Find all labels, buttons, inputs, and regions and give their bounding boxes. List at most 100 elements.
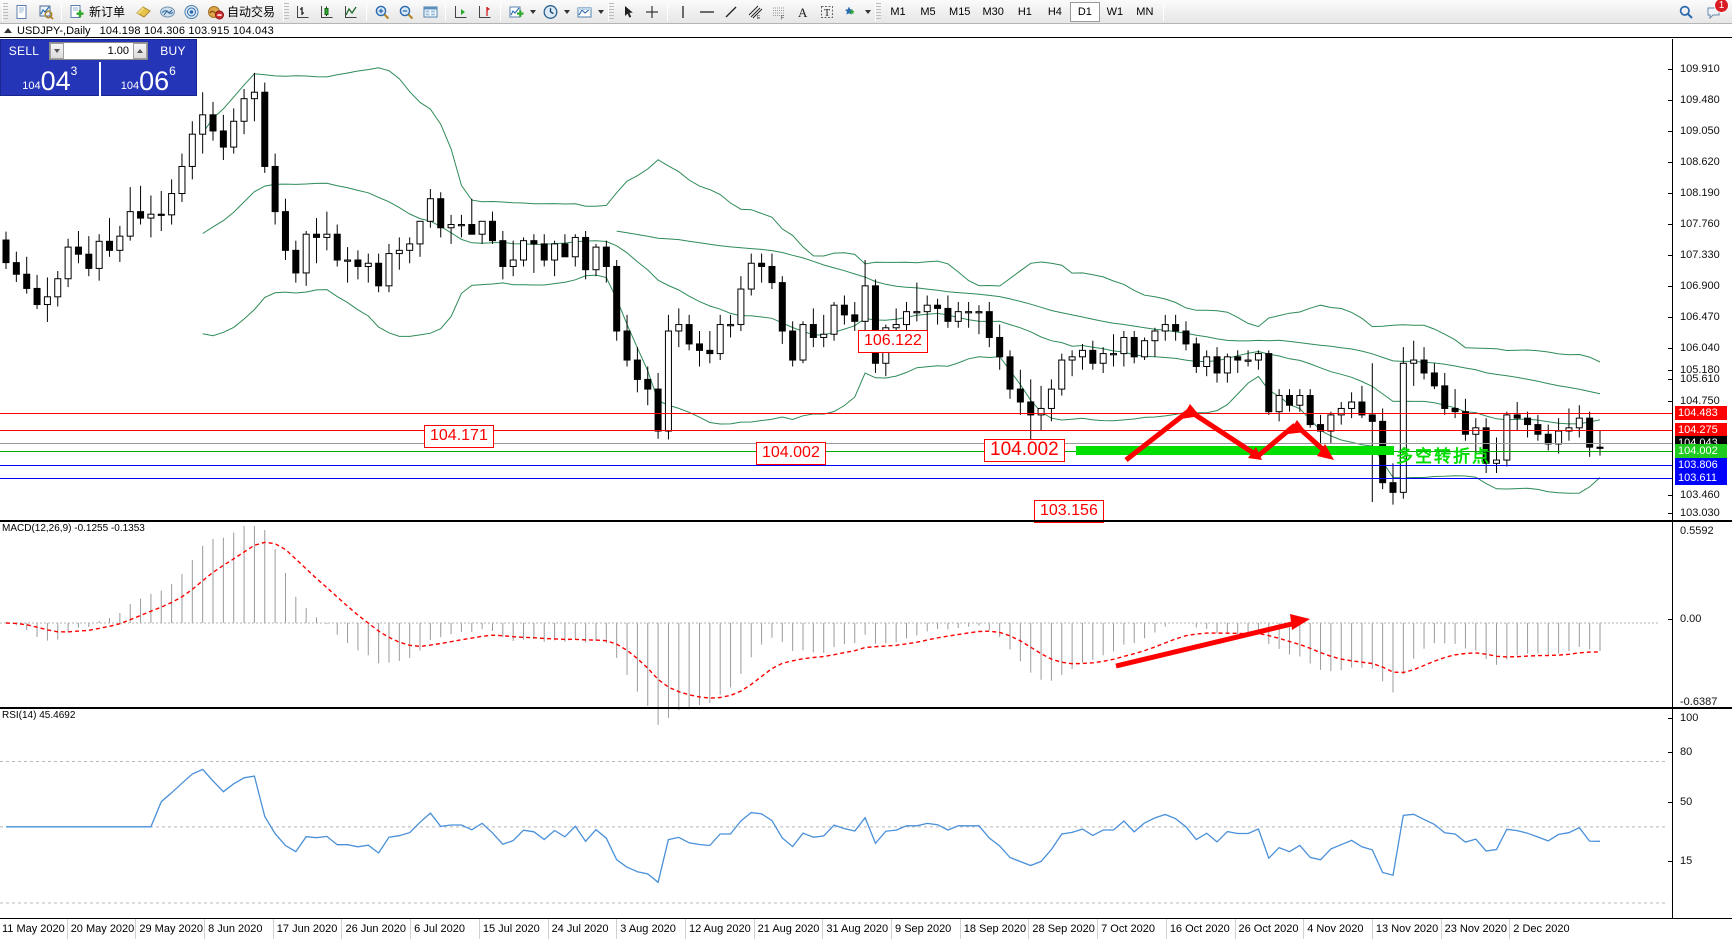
- price-badge-104483: 104.483: [1675, 406, 1727, 420]
- alerts-icon[interactable]: 1: [1702, 0, 1729, 23]
- volume-increase-button[interactable]: [133, 43, 147, 59]
- time-axis-label: 23 Nov 2020: [1444, 923, 1507, 935]
- bar-chart-icon[interactable]: [291, 1, 315, 23]
- timeframe-d1[interactable]: D1: [1069, 1, 1100, 22]
- macd-label: MACD(12,26,9) -0.1255 -0.1353: [2, 523, 145, 534]
- shapes-chevron-down-icon[interactable]: [863, 1, 873, 23]
- zoom-out-icon[interactable]: [394, 1, 418, 23]
- time-axis-label: 13 Nov 2020: [1375, 923, 1439, 935]
- timeframe-h1[interactable]: H1: [1017, 5, 1032, 18]
- time-tick: [1028, 919, 1030, 939]
- trendline-icon[interactable]: [719, 1, 743, 23]
- timeframe-w1[interactable]: W1: [1106, 5, 1124, 18]
- rsi-axis-label: 15: [1680, 855, 1693, 867]
- chart-container[interactable]: 多空转折点 106.122 104.171 104.002 104.002 10…: [0, 39, 1732, 939]
- rsi-pane[interactable]: [0, 713, 1672, 918]
- templates-chevron-down-icon[interactable]: [596, 1, 606, 23]
- support-level-103611[interactable]: [0, 478, 1672, 479]
- terminal-icon[interactable]: [155, 1, 179, 23]
- price-annotation-106122[interactable]: 106.122: [858, 330, 928, 353]
- horizontal-line-icon[interactable]: [695, 1, 719, 23]
- toolbar-grip[interactable]: [2, 2, 8, 21]
- volume-value[interactable]: 1.00: [107, 45, 129, 57]
- indicators-icon[interactable]: [504, 1, 528, 23]
- price-axis-label: 104.750: [1680, 395, 1720, 407]
- collapse-triangle-icon[interactable]: [4, 28, 12, 33]
- chart-shift-icon[interactable]: [449, 1, 473, 23]
- period-icon[interactable]: [538, 1, 562, 23]
- support-level-104002[interactable]: [0, 451, 1672, 452]
- line-chart-icon[interactable]: [339, 1, 363, 23]
- zoom-in-icon[interactable]: [370, 1, 394, 23]
- toolbar-separator-2: [366, 2, 368, 21]
- one-click-trading-panel[interactable]: SELL 1.00 BUY 104 04 3 104 06 6: [0, 39, 197, 96]
- cursor-icon[interactable]: [616, 1, 640, 23]
- price-annotation-104171[interactable]: 104.171: [424, 425, 494, 448]
- support-level-103806[interactable]: [0, 465, 1672, 466]
- vertical-line-icon[interactable]: [671, 1, 695, 23]
- price-annotation-104002-a[interactable]: 104.002: [756, 442, 826, 465]
- volume-stepper[interactable]: 1.00: [49, 42, 148, 60]
- toolbar-separator-3: [445, 2, 447, 21]
- price-tick: [1668, 286, 1672, 287]
- search-icon[interactable]: [1674, 1, 1698, 23]
- timeframe-m5[interactable]: M5: [920, 5, 936, 18]
- toolbar-grip-2[interactable]: [283, 2, 290, 21]
- autotrading-label[interactable]: 自动交易: [227, 5, 276, 19]
- fibonacci-icon[interactable]: F: [767, 1, 791, 23]
- sell-label[interactable]: SELL: [8, 44, 40, 58]
- timeframe-mn[interactable]: MN: [1136, 5, 1154, 18]
- new-order-icon[interactable]: [65, 1, 89, 23]
- volume-decrease-button[interactable]: [50, 43, 64, 59]
- price-axis-label: 108.190: [1680, 187, 1720, 199]
- equidistant-channel-icon[interactable]: E: [743, 1, 767, 23]
- buy-label[interactable]: BUY: [160, 44, 186, 58]
- new-order-label[interactable]: 新订单: [89, 5, 126, 19]
- period-chevron-down-icon[interactable]: [562, 1, 572, 23]
- toolbar-grip-4[interactable]: [875, 2, 882, 21]
- timeframe-m15[interactable]: M15: [949, 5, 971, 18]
- price-pane[interactable]: [0, 39, 1672, 518]
- resistance-level-104275[interactable]: [0, 430, 1672, 431]
- auto-scroll-icon[interactable]: [473, 1, 497, 23]
- autotrading-icon[interactable]: [203, 1, 227, 23]
- sell-price-main: 04: [40, 66, 71, 96]
- time-axis-label: 31 Aug 2020: [826, 923, 889, 935]
- timeframe-m1[interactable]: M1: [890, 5, 906, 18]
- price-axis-label: 108.620: [1680, 156, 1720, 168]
- price-axis-label: 106.040: [1680, 342, 1720, 354]
- macd-axis-label: -0.6387: [1680, 696, 1718, 708]
- rsi-axis-label: 100: [1680, 712, 1699, 724]
- indicators-chevron-down-icon[interactable]: [528, 1, 538, 23]
- rsi-tick: [1668, 802, 1672, 803]
- new-chart-icon[interactable]: [10, 1, 34, 23]
- sell-button[interactable]: 104 04 3: [1, 62, 99, 96]
- price-annotation-103156[interactable]: 103.156: [1034, 500, 1104, 523]
- time-tick: [616, 919, 618, 939]
- timeframe-h4[interactable]: H4: [1047, 5, 1062, 18]
- price-annotation-104002-b[interactable]: 104.002: [984, 439, 1065, 462]
- time-tick: [1097, 919, 1099, 939]
- candlestick-chart-icon[interactable]: [315, 1, 339, 23]
- text-icon[interactable]: A: [791, 1, 815, 23]
- data-window-icon[interactable]: [418, 1, 442, 23]
- macd-axis-label: 0.00: [1680, 613, 1702, 625]
- green-support-zone[interactable]: [1076, 446, 1394, 455]
- trade-panel-bottom-row: 104 04 3 104 06 6: [1, 62, 196, 96]
- toolbar-grip-3[interactable]: [608, 2, 615, 21]
- navigator-icon[interactable]: [179, 1, 203, 23]
- metaeditor-icon[interactable]: [131, 1, 155, 23]
- crosshair-icon[interactable]: [640, 1, 664, 23]
- shapes-icon[interactable]: [839, 1, 863, 23]
- resistance-level-104483[interactable]: [0, 413, 1672, 414]
- timeframe-m30[interactable]: M30: [982, 5, 1004, 18]
- price-tick: [1668, 131, 1672, 132]
- macd-tick: [1668, 619, 1672, 620]
- rsi-tick: [1668, 752, 1672, 753]
- time-axis-label: 6 Jul 2020: [414, 923, 465, 935]
- profiles-icon[interactable]: [34, 1, 58, 23]
- buy-button[interactable]: 104 06 6: [98, 62, 197, 96]
- text-label-icon[interactable]: T: [815, 1, 839, 23]
- templates-icon[interactable]: [572, 1, 596, 23]
- time-tick: [1440, 919, 1442, 939]
